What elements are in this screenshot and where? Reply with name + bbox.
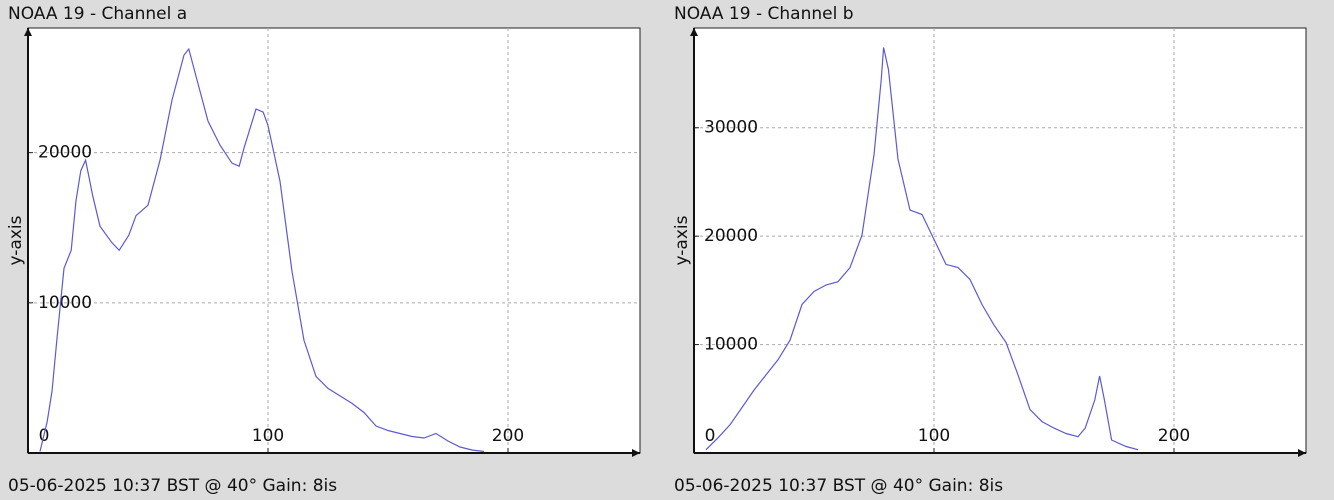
plot-area bbox=[693, 27, 1307, 454]
axis-arrow bbox=[1298, 449, 1306, 457]
data-line bbox=[705, 47, 1139, 451]
chart-title: NOAA 19 - Channel b bbox=[674, 4, 854, 24]
chart-title: NOAA 19 - Channel a bbox=[8, 4, 187, 24]
data-line bbox=[39, 47, 485, 453]
x-tick-label: 200 bbox=[492, 426, 524, 446]
x-tick-label: 100 bbox=[918, 426, 950, 446]
y-axis-label: y-axis bbox=[672, 215, 692, 265]
x-tick-label: 100 bbox=[252, 426, 284, 446]
caption: 05-06-2025 10:37 BST @ 40° Gain: 8is bbox=[8, 476, 337, 496]
axis-arrow bbox=[690, 28, 698, 36]
plot-area bbox=[27, 27, 641, 454]
chart-panel: NOAA 19 - Channel a y-axis 05-06-2025 10:3… bbox=[6, 4, 641, 496]
y-tick-label: 10000 bbox=[704, 335, 758, 355]
y-tick-label: 30000 bbox=[704, 118, 758, 138]
x-tick-label: 0 bbox=[705, 426, 716, 446]
axis-arrow bbox=[24, 28, 32, 36]
caption: 05-06-2025 10:37 BST @ 40° Gain: 8is bbox=[674, 476, 1003, 496]
chart-panel: NOAA 19 - Channel b y-axis 05-06-2025 10:3… bbox=[672, 4, 1307, 496]
axis-arrow bbox=[632, 449, 640, 457]
y-axis-label: y-axis bbox=[6, 215, 26, 265]
x-tick-label: 200 bbox=[1158, 426, 1190, 446]
y-tick-label: 20000 bbox=[704, 226, 758, 246]
y-tick-label: 10000 bbox=[38, 293, 92, 313]
y-tick-label: 20000 bbox=[38, 143, 92, 163]
